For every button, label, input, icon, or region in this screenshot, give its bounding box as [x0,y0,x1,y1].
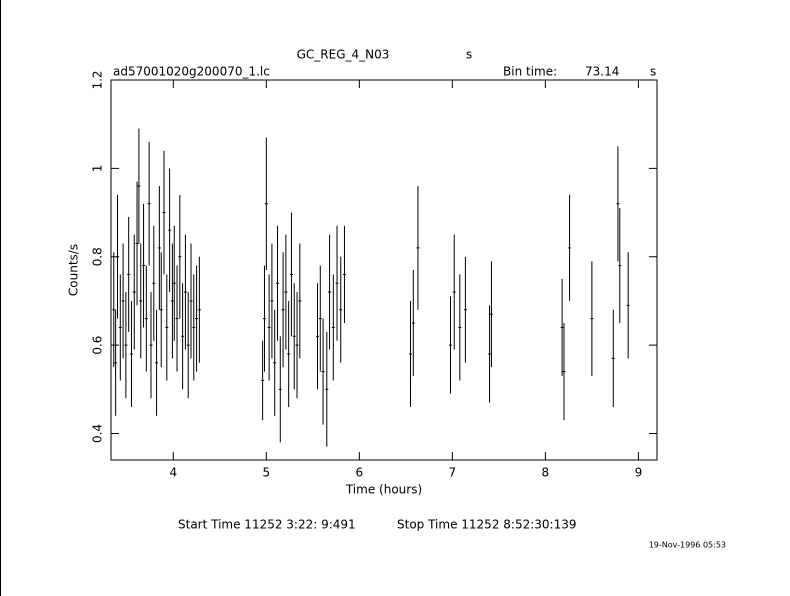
y-tick-label: 1.2 [91,70,105,89]
x-axis-label: Time (hours) [345,483,422,497]
timestamp: 19-Nov-1996 05:53 [649,541,726,550]
subtitle: ad57001020g200070_1.lc [113,65,270,79]
x-tick-label: 6 [356,466,364,480]
y-tick-label: 0.8 [91,247,105,266]
y-tick-label: 0.4 [91,424,105,443]
x-tick-label: 4 [169,466,177,480]
bin-time-label: Bin time: [503,65,557,79]
plot-frame [110,79,658,461]
stop-time: Stop Time 11252 8:52:30:139 [397,518,576,532]
x-tick-label: 8 [542,466,550,480]
start-time: Start Time 11252 3:22: 9:491 [178,518,356,532]
bin-time-unit: s [650,65,656,79]
y-tick-label: 1 [91,165,105,173]
y-axis-label: Counts/s [67,244,81,296]
title-suffix: s [466,48,472,62]
x-tick-label: 7 [449,466,457,480]
chart-title: GC_REG_4_N03 [297,48,390,62]
x-tick-label: 9 [635,466,643,480]
x-tick-label: 5 [263,466,271,480]
bin-time: 73.14 [585,65,619,79]
y-tick-label: 0.6 [91,336,105,355]
